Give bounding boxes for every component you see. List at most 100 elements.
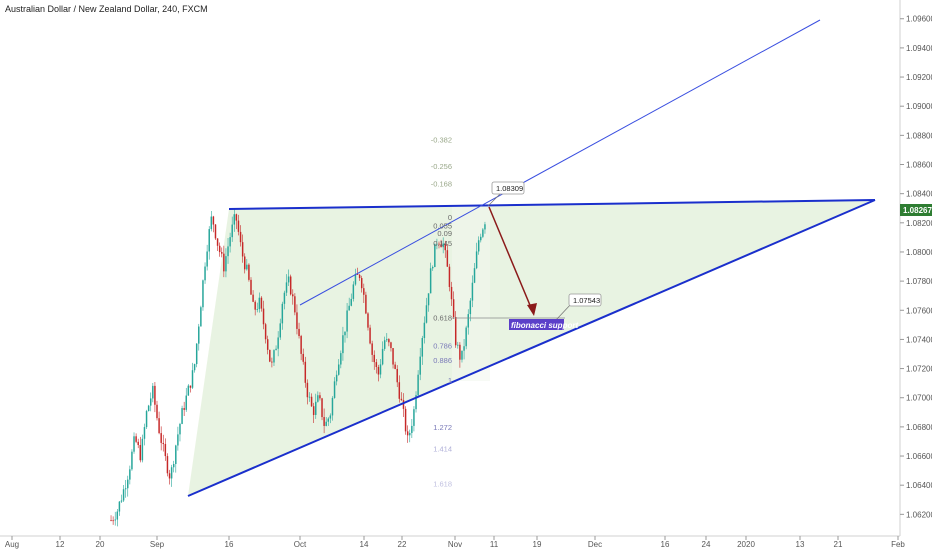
channel-line[interactable] <box>299 19 821 306</box>
candle-up <box>337 364 340 375</box>
candle-down <box>459 344 461 360</box>
candle-up <box>477 240 480 252</box>
candle-up <box>327 418 330 422</box>
callout-text-2: 1.07543 <box>573 296 600 305</box>
x-tick-label: Nov <box>448 540 462 549</box>
x-tick-label: 2020 <box>737 540 755 549</box>
candle-down <box>438 243 440 245</box>
candle-up <box>480 236 482 241</box>
y-tick-label: 1.07200 <box>906 365 932 374</box>
candle-up <box>127 479 129 489</box>
candle-up <box>149 398 152 406</box>
candle-up <box>227 246 229 257</box>
candle-down <box>260 297 263 309</box>
x-tick-label: 22 <box>398 540 407 549</box>
candle-down <box>216 238 219 246</box>
x-tick-label: 24 <box>702 540 711 549</box>
candle-down <box>189 385 192 388</box>
x-tick-label: 20 <box>96 540 105 549</box>
fib-level-label: 0.09 <box>437 229 452 238</box>
y-tick-label: 1.09600 <box>906 15 932 24</box>
y-tick-label: 1.06200 <box>906 510 932 519</box>
y-tick-label: 1.09000 <box>906 102 932 111</box>
candle-up <box>427 293 430 306</box>
candle-down <box>450 286 453 300</box>
candle-up <box>283 292 286 304</box>
fib-level-label: 0.145 <box>433 239 452 248</box>
candle-up <box>277 337 279 349</box>
price-axis[interactable]: 1.09600 1.09400 1.09200 1.09000 1.08800 1.086… <box>900 15 932 520</box>
fib-zone <box>452 206 490 381</box>
candle-up <box>344 331 346 336</box>
fib-level-label: 1.414 <box>433 445 452 454</box>
candle-down <box>304 361 307 383</box>
fib-level-label: 1.618 <box>433 480 452 489</box>
candle-up <box>335 374 338 382</box>
candle-up <box>417 374 419 396</box>
candle-down <box>271 361 273 363</box>
candle-down <box>392 348 394 365</box>
candle-up <box>185 395 187 410</box>
candle-up <box>281 303 284 324</box>
y-tick-label: 1.08800 <box>906 131 932 140</box>
candle-down <box>363 288 365 295</box>
x-tick-label: 13 <box>796 540 805 549</box>
candle-down <box>160 433 162 443</box>
candle-up <box>187 385 190 396</box>
candle-down <box>360 278 363 289</box>
candle-down <box>371 343 373 355</box>
candle-up <box>256 309 259 310</box>
candle-down <box>135 436 137 442</box>
candle-up <box>329 415 332 419</box>
callout-box-2[interactable] <box>568 293 602 307</box>
candle-down <box>396 369 398 383</box>
candle-up <box>354 273 357 285</box>
candle-down <box>312 406 315 415</box>
candle-down <box>269 349 271 362</box>
x-tick-label: 11 <box>490 540 499 549</box>
fib-level-label: 0.786 <box>433 341 452 350</box>
candle-down <box>243 256 246 270</box>
triangle-top-line[interactable] <box>228 199 876 210</box>
last-price-tag <box>900 204 932 216</box>
x-tick-label: 12 <box>56 540 65 549</box>
chart-title: Australian Dollar / New Zealand Dollar, … <box>5 4 208 14</box>
callout-box-1[interactable] <box>491 181 525 195</box>
time-axis[interactable]: Aug 12 20 Sep 16 Oct 14 22 Nov 11 19 Dec 16 24 2020 13 2… <box>5 536 906 549</box>
triangle-bottom-line[interactable] <box>187 199 876 497</box>
candle-up <box>120 500 123 502</box>
x-tick-label: Aug <box>5 540 19 549</box>
fib-support-label: fibonacci support <box>511 321 578 330</box>
candle-up <box>484 224 486 230</box>
candle-down <box>446 250 449 267</box>
candle-down <box>406 431 409 436</box>
candle-down <box>404 408 407 432</box>
candle-up <box>285 282 288 293</box>
candle-down <box>373 354 375 363</box>
x-tick-label: Oct <box>294 540 307 549</box>
candle-up <box>469 300 472 315</box>
candles-group <box>110 208 486 527</box>
candle-down <box>369 327 371 344</box>
candle-down <box>323 417 325 426</box>
candle-down <box>168 473 171 479</box>
candle-down <box>402 400 405 409</box>
candle-up <box>129 469 131 480</box>
candle-up <box>131 451 133 470</box>
candle-up <box>315 401 317 415</box>
y-tick-label: 1.07400 <box>906 335 932 344</box>
candle-up <box>346 310 348 332</box>
candle-up <box>465 327 467 347</box>
candle-up <box>177 434 179 446</box>
candle-up <box>421 338 424 357</box>
y-tick-label: 1.09200 <box>906 73 932 82</box>
candle-down <box>302 353 304 362</box>
fib-support-label-bg[interactable] <box>509 319 564 330</box>
fib-level-label: 0.055 <box>433 222 452 231</box>
candle-up <box>419 356 421 375</box>
candle-up <box>204 266 206 281</box>
projection-arrow-head <box>527 303 537 316</box>
y-tick-label: 1.08400 <box>906 190 932 199</box>
candle-up <box>172 464 175 468</box>
